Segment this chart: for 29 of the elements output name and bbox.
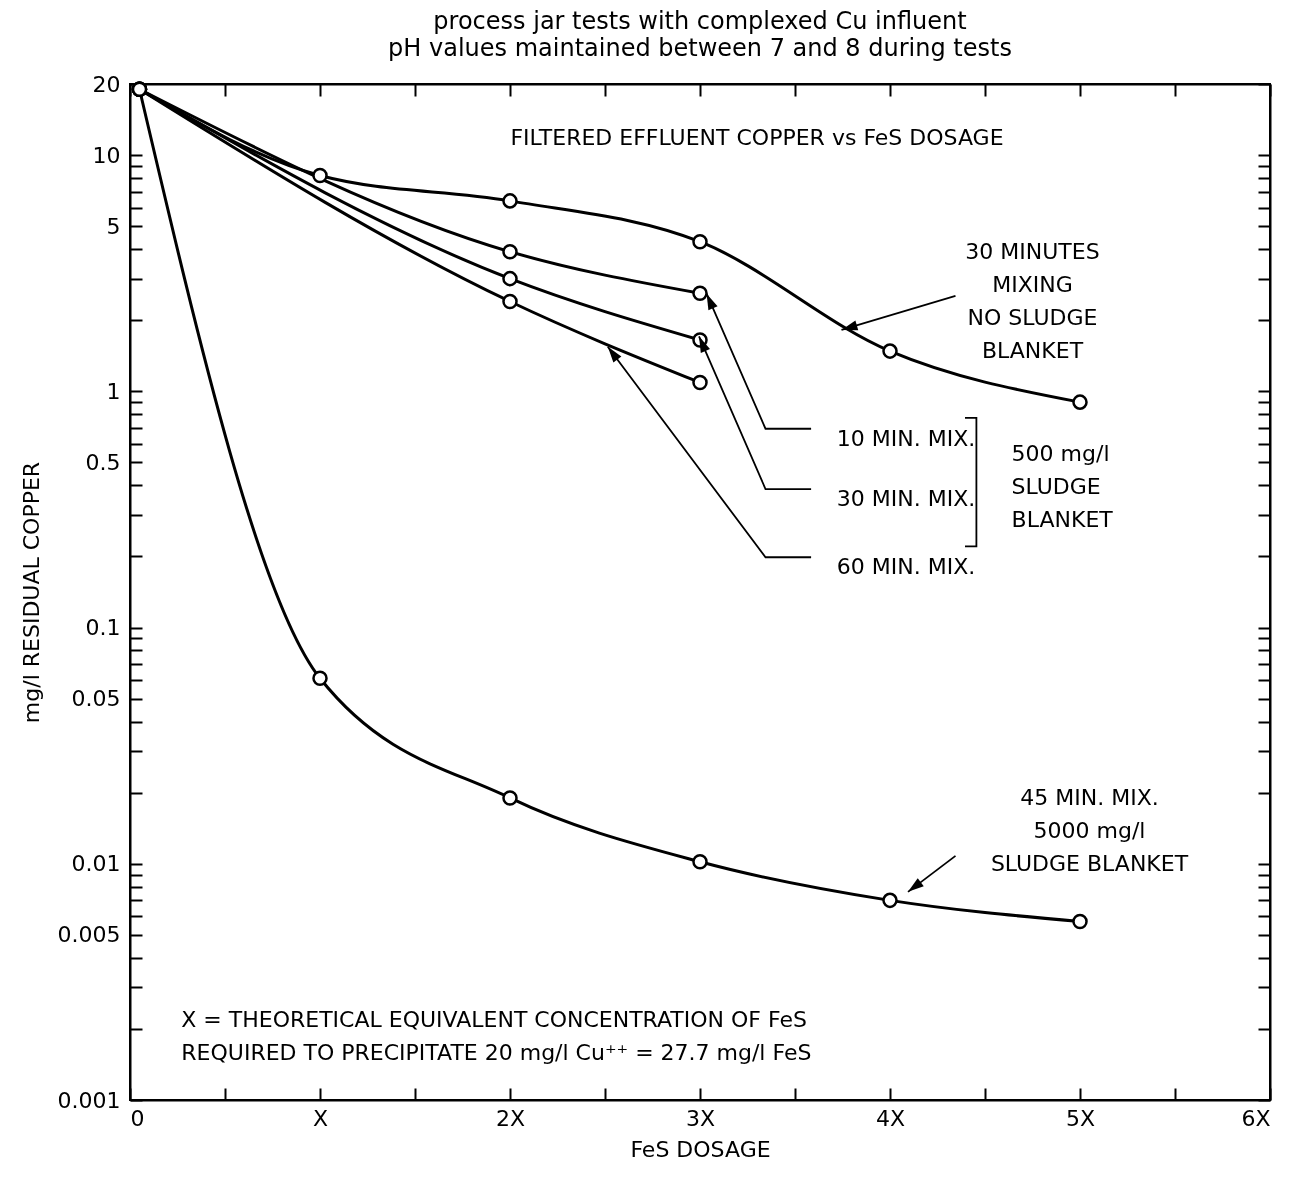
- y-tick-label: 10: [92, 142, 121, 168]
- y-tick-label: 0.05: [71, 686, 121, 712]
- series-label: 30 MINUTES MIXING NO SLUDGE BLANKET: [965, 238, 1100, 363]
- chart-subtitle: pH values maintained between 7 and 8 during tests: [388, 34, 1012, 62]
- y-tick-label: 0.5: [85, 449, 121, 475]
- x-tick-label: X: [312, 1105, 329, 1131]
- x-tick-label: 3X: [685, 1105, 716, 1131]
- x-tick-label: 5X: [1065, 1105, 1096, 1131]
- annotation: 500 mg/l SLUDGE BLANKET: [1011, 440, 1114, 532]
- y-tick-label: 0.001: [57, 1087, 121, 1113]
- y-tick-label: 5: [106, 213, 121, 239]
- text: 60 MIN. MIX.: [836, 554, 976, 580]
- y-tick-label: 0.005: [57, 922, 121, 948]
- text: 30 MIN. MIX.: [836, 486, 976, 512]
- text: 10 MIN. MIX.: [836, 425, 976, 451]
- y-axis-title: mg/l RESIDUAL COPPER: [18, 461, 44, 724]
- x-tick-label: 0: [130, 1105, 145, 1131]
- y-tick-label: 20: [92, 71, 121, 97]
- x-axis-title: FeS DOSAGE: [630, 1136, 771, 1162]
- y-tick-label: 0.01: [71, 851, 121, 877]
- y-tick-label: 1: [106, 378, 121, 404]
- series-label: 45 MIN. MIX. 5000 mg/l SLUDGE BLANKET: [990, 784, 1189, 876]
- x-tick-label: 2X: [495, 1105, 526, 1131]
- x-tick-label: 6X: [1241, 1105, 1271, 1131]
- y-tick-label: 0.1: [85, 615, 121, 641]
- annotation: X = THEORETICAL EQUIVALENT CONCENTRATION OF FeS REQUIRED TO PRECIPITATE 20 mg/l Cu⁺⁺ = 27.7 mg/l FeS: [181, 1007, 812, 1066]
- chart-title: process jar tests with complexed Cu influent: [433, 7, 967, 35]
- annotation: FILTERED EFFLUENT COPPER vs FeS DOSAGE: [510, 125, 1004, 151]
- x-tick-label: 4X: [875, 1105, 906, 1131]
